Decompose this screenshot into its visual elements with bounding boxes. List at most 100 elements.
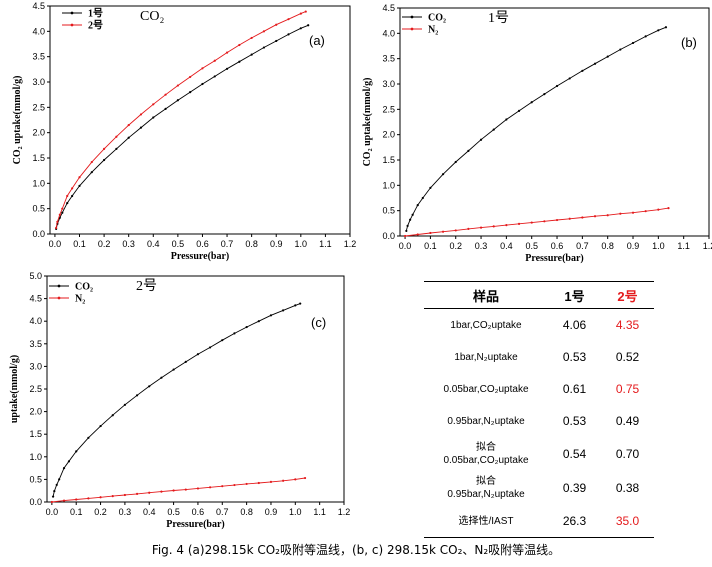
data-point	[62, 499, 66, 502]
value-2: 0.75	[615, 382, 640, 396]
data-point	[568, 217, 571, 220]
data-point	[58, 216, 61, 219]
x-tick-label: 0.2	[98, 239, 111, 249]
x-tick-label: 0.5	[525, 241, 538, 251]
data-point	[282, 309, 285, 312]
data-point	[115, 147, 118, 150]
x-tick-label: 1.1	[313, 507, 326, 517]
data-point	[225, 51, 229, 54]
data-point	[505, 118, 508, 121]
data-point	[201, 82, 204, 86]
y-tick-label: 2.5	[32, 102, 45, 112]
table-row: 1bar,N₂uptake 0.53 0.52	[424, 341, 654, 373]
data-point	[66, 194, 69, 198]
data-point	[123, 493, 127, 497]
data-point	[657, 208, 660, 211]
data-point	[581, 69, 584, 72]
table-row: 0.95bar,N₂uptake 0.53 0.49	[424, 405, 654, 437]
x-tick-label: 1.1	[319, 239, 332, 249]
x-tick-label: 0.8	[601, 241, 614, 251]
y-tick-label: 5.0	[29, 271, 42, 281]
data-point	[479, 226, 483, 229]
figure-caption: Fig. 4 (a)298.15k CO₂吸附等温线，(b, c) 298.15…	[151, 543, 561, 557]
data-point	[257, 320, 260, 323]
row-label: 1bar,N₂uptake	[454, 351, 518, 363]
series-line	[51, 477, 306, 503]
data-point	[411, 213, 414, 216]
y-tick-label: 0.0	[32, 229, 45, 239]
row-label-line2: 0.95bar,N₂uptake	[447, 489, 525, 500]
x-tick-label: 0.2	[449, 241, 462, 251]
y-tick-label: 1.5	[32, 153, 45, 163]
legend-marker	[57, 284, 61, 288]
data-point	[67, 460, 71, 463]
row-label: 0.05bar,CO₂uptake	[443, 383, 529, 395]
data-point	[75, 450, 78, 453]
data-point	[135, 394, 139, 397]
data-point	[172, 489, 175, 492]
x-tick-label: 0.4	[147, 239, 160, 249]
data-point	[631, 41, 635, 45]
y-axis-label: uptake(mmol/g)	[9, 355, 20, 423]
data-point	[111, 495, 114, 498]
data-point	[221, 339, 224, 342]
panel-label: (c)	[311, 315, 326, 330]
data-point	[87, 497, 90, 500]
data-point	[667, 207, 670, 210]
row-label: 0.95bar,N₂uptake	[447, 415, 525, 427]
data-point	[50, 500, 53, 504]
value-2: 4.35	[615, 318, 640, 332]
y-tick-label: 0.5	[32, 204, 45, 214]
x-axis-label: Pressure(bar)	[171, 251, 230, 262]
x-tick-label: 0.7	[576, 241, 589, 251]
legend-label: N₂	[75, 294, 85, 305]
data-point	[135, 492, 139, 495]
data-point	[160, 490, 163, 493]
data-point	[421, 196, 424, 200]
data-point	[75, 498, 78, 501]
x-tick-label: 0.3	[475, 241, 488, 251]
x-tick-label: 0.3	[122, 239, 135, 249]
data-point	[543, 93, 546, 96]
y-tick-label: 4.5	[32, 1, 45, 11]
data-point	[176, 84, 179, 87]
data-point	[102, 158, 106, 162]
data-point	[581, 216, 584, 219]
data-point	[123, 403, 127, 406]
data-point	[505, 224, 508, 227]
data-point	[152, 103, 155, 106]
y-tick-label: 2.0	[29, 407, 42, 417]
value-1: 0.53	[562, 350, 587, 364]
data-point	[209, 346, 212, 349]
data-point	[568, 77, 571, 80]
value-2: 0.52	[615, 350, 640, 364]
data-point	[287, 33, 290, 36]
data-table: 样品 1号 2号 1bar,CO₂uptake 4.06 4.35 1bar,N…	[424, 281, 654, 538]
data-point	[127, 123, 130, 127]
x-tick-label: 0.5	[167, 507, 180, 517]
data-point	[189, 91, 192, 94]
legend-marker	[70, 11, 74, 15]
data-point	[593, 215, 597, 218]
data-point	[62, 467, 66, 470]
x-tick-label: 0.0	[49, 239, 62, 249]
y-tick-label: 2.5	[382, 104, 395, 114]
data-point	[55, 483, 58, 486]
x-tick-label: 0.0	[399, 241, 412, 251]
value-1: 26.3	[548, 505, 601, 538]
data-point	[111, 414, 114, 417]
data-point	[176, 99, 179, 102]
data-point	[139, 113, 143, 116]
x-tick-label: 1.0	[289, 507, 302, 517]
table-row: 1bar,CO₂uptake 4.06 4.35	[424, 309, 654, 342]
chart-title: 2号	[136, 279, 157, 294]
data-point	[416, 233, 419, 236]
data-point	[282, 479, 285, 482]
x-tick-label: 0.9	[270, 239, 283, 249]
x-tick-label: 0.1	[70, 507, 83, 517]
y-tick-label: 4.5	[29, 294, 42, 304]
data-point	[213, 75, 216, 78]
table-row: 拟合 0.95bar,N₂uptake 0.39 0.38	[424, 471, 654, 505]
y-tick-label: 1.5	[29, 429, 42, 439]
data-point	[56, 220, 59, 223]
